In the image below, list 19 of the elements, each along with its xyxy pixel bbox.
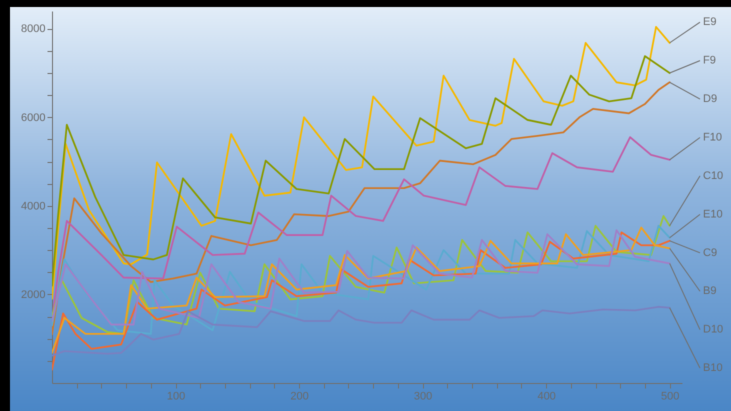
text: D10 [703, 324, 724, 336]
x-tick-label: 200 [290, 390, 309, 402]
y-tick-label: 8000 [21, 23, 46, 36]
text: F10 [703, 131, 722, 144]
text: E9 [703, 16, 716, 28]
x-tick-label: 400 [537, 390, 556, 402]
y-tick-label: 6000 [21, 112, 46, 124]
x-tick-label: 100 [166, 390, 186, 402]
x-tick-label: 300 [414, 390, 432, 402]
text: F9 [703, 54, 716, 67]
text: C10 [703, 170, 724, 182]
y-tick-label: 4000 [21, 200, 46, 212]
text: C9 [703, 246, 718, 259]
y-tick-label: 2000 [21, 288, 46, 301]
text: B10 [703, 362, 723, 374]
text: D9 [703, 93, 718, 106]
x-tick-label: 500 [660, 390, 680, 402]
text: E10 [703, 208, 723, 220]
text: B9 [703, 285, 716, 298]
